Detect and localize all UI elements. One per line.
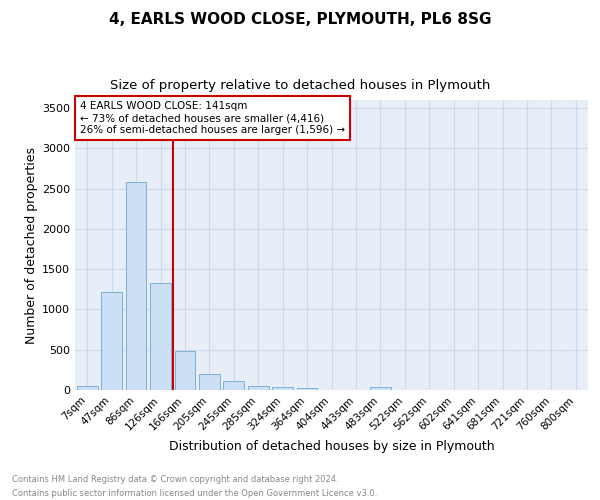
Bar [199,374,220,390]
Bar [101,292,122,390]
Text: 4, EARLS WOOD CLOSE, PLYMOUTH, PL6 8SG: 4, EARLS WOOD CLOSE, PLYMOUTH, PL6 8SG [109,12,491,28]
Bar [370,387,391,390]
Bar [272,387,293,390]
Y-axis label: Number of detached properties: Number of detached properties [25,146,38,344]
Bar [296,388,317,390]
Text: Contains HM Land Registry data © Crown copyright and database right 2024.
Contai: Contains HM Land Registry data © Crown c… [12,476,377,498]
Text: 4 EARLS WOOD CLOSE: 141sqm
← 73% of detached houses are smaller (4,416)
26% of s: 4 EARLS WOOD CLOSE: 141sqm ← 73% of deta… [80,102,345,134]
Bar [248,386,269,390]
Bar [223,381,244,390]
Text: Size of property relative to detached houses in Plymouth: Size of property relative to detached ho… [110,80,490,92]
Bar [150,283,171,390]
Bar [175,350,196,390]
Bar [125,182,146,390]
X-axis label: Distribution of detached houses by size in Plymouth: Distribution of detached houses by size … [169,440,494,453]
Bar [77,386,98,390]
